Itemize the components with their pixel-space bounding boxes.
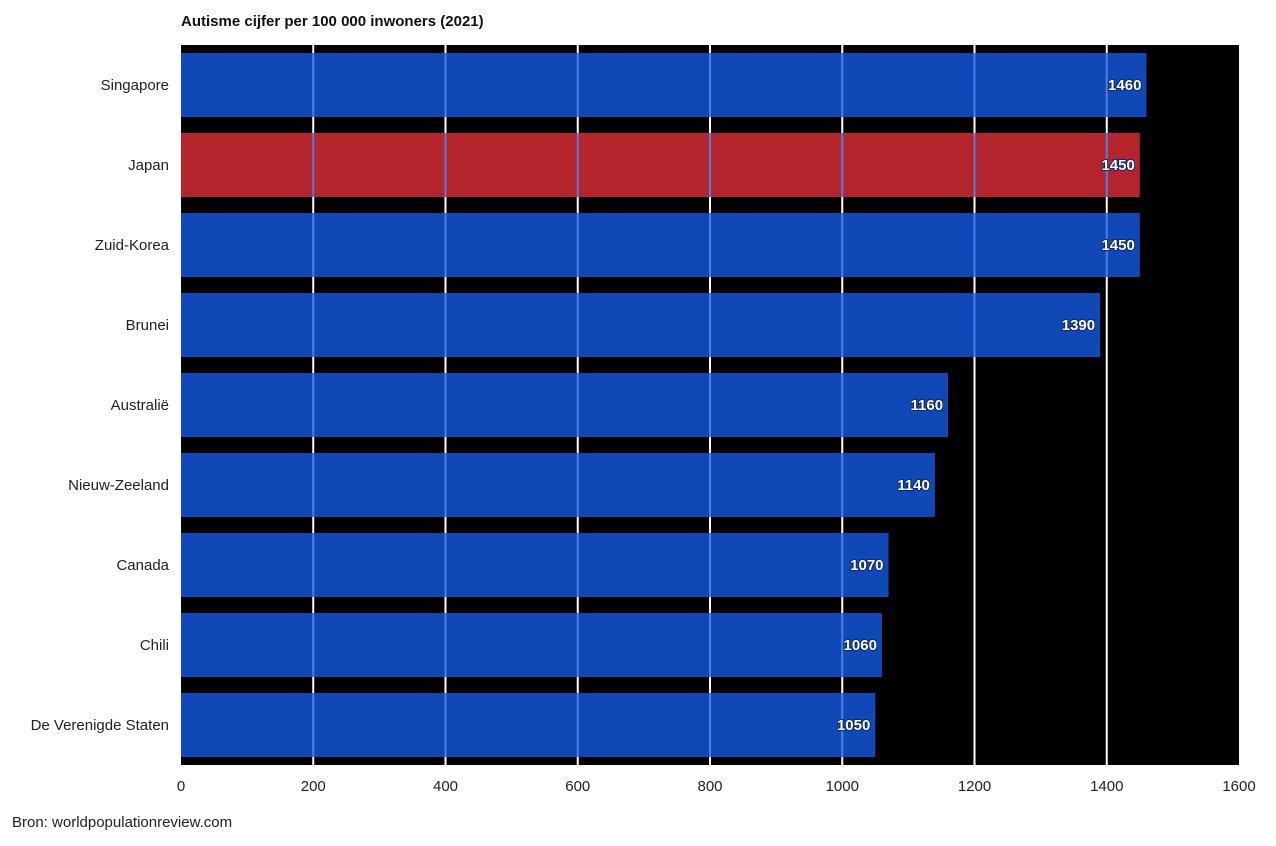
x-tick-label: 600: [565, 778, 590, 795]
bars: [181, 53, 1147, 757]
category-label: Japan: [128, 157, 169, 174]
category-label: Zuid-Korea: [95, 237, 170, 254]
x-tick-label: 1400: [1090, 778, 1123, 795]
value-label: 1070: [850, 557, 883, 574]
chart-title: Autisme cijfer per 100 000 inwoners (202…: [181, 13, 484, 30]
gridlines-over-bars: [312, 53, 1108, 757]
x-tick-label: 1600: [1222, 778, 1255, 795]
source-note: Bron: worldpopulationreview.com: [12, 814, 233, 831]
bar: [181, 693, 876, 757]
value-label: 1050: [837, 717, 870, 734]
category-label: Brunei: [126, 317, 169, 334]
category-label: Chili: [140, 637, 169, 654]
value-label: 1450: [1101, 237, 1134, 254]
bar: [181, 613, 882, 677]
bar: [181, 293, 1101, 357]
x-tick-label: 200: [301, 778, 326, 795]
bar: [181, 213, 1140, 277]
bar: [181, 533, 889, 597]
value-label: 1140: [897, 477, 930, 494]
x-tick-label: 1000: [826, 778, 859, 795]
category-labels: Singapore Japan Zuid-Korea Brunei Australië N…: [31, 77, 170, 734]
category-label: Nieuw-Zeeland: [68, 477, 169, 494]
bar: [181, 133, 1140, 197]
category-label: Australië: [111, 397, 169, 414]
value-labels: 1460 1450 1450 1390 1160 1140 1070 1060 1050: [836, 76, 1142, 735]
bar: [181, 373, 949, 437]
value-label: 1460: [1108, 77, 1141, 94]
category-label: De Verenigde Staten: [31, 717, 169, 734]
value-label: 1060: [844, 637, 877, 654]
category-label: Singapore: [101, 77, 169, 94]
x-tick-label: 1200: [958, 778, 991, 795]
x-tick-label: 400: [433, 778, 458, 795]
x-tick-label: 800: [697, 778, 722, 795]
value-label: 1450: [1101, 157, 1134, 174]
value-label: 1160: [911, 397, 944, 414]
x-tick-label: 0: [177, 778, 185, 795]
category-label: Canada: [116, 557, 169, 574]
x-axis-ticks: 0 200 400 600 800 1000 1200 1400 1600: [177, 778, 1256, 795]
value-label: 1390: [1062, 317, 1095, 334]
bar: [181, 453, 935, 517]
bar: [181, 53, 1147, 117]
